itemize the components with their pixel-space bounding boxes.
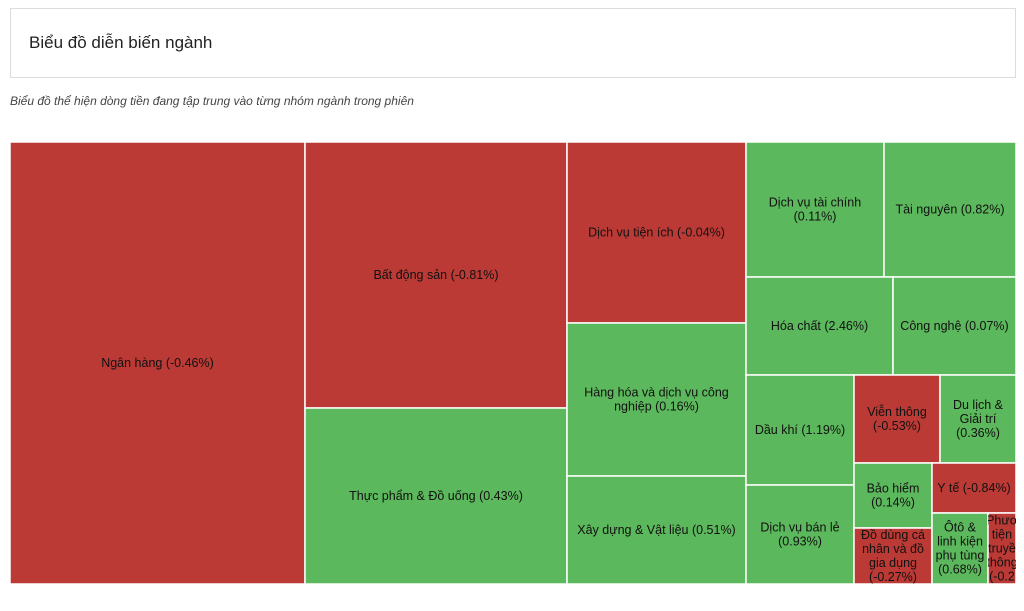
tile-do-dung-ca-nhan-va-do-gia-dung[interactable]: Đồ dùng cá nhân và đồ gia dụng (-0.27%) [853, 527, 933, 585]
tile-rect-bat-dong-san[interactable] [304, 141, 568, 409]
tile-thuc-pham-do-uong[interactable]: Thực phẩm & Đồ uống (0.43%) [304, 407, 568, 585]
tile-label-cong-nghe: Công nghệ (0.07%) [900, 319, 1008, 333]
tile-rect-bao-hiem[interactable] [853, 462, 933, 529]
tile-label-thuc-pham-do-uong: Thực phẩm & Đồ uống (0.43%) [349, 489, 523, 503]
tile-rect-dich-vu-tien-ich[interactable] [566, 141, 747, 324]
tile-vien-thong[interactable]: Viễn thông (-0.53%) [853, 374, 941, 464]
tile-rect-do-dung-ca-nhan-va-do-gia-dung[interactable] [853, 527, 933, 585]
tile-dau-khi[interactable]: Dầu khí (1.19%) [745, 374, 855, 486]
tile-label-dich-vu-tai-chinh: Dịch vụ tài chính (0.11%) [769, 196, 861, 224]
tile-rect-cong-nghe[interactable] [892, 276, 1017, 376]
tile-phuong-tien-truyen-thong[interactable]: Phươ tiện truyề thông (-0.2 [986, 512, 1018, 585]
tile-label-dau-khi: Dầu khí (1.19%) [755, 423, 845, 437]
tile-oto-linh-kien-phu-tung[interactable]: Ôtô & linh kiện phụ tùng (0.68%) [931, 512, 989, 585]
tile-rect-phuong-tien-truyen-thong[interactable] [987, 512, 1017, 585]
tile-rect-hang-hoa-va-dich-vu-cong-nghiep[interactable] [566, 322, 747, 477]
tile-hang-hoa-va-dich-vu-cong-nghiep[interactable]: Hàng hóa và dịch vụ công nghiệp (0.16%) [566, 322, 747, 477]
tile-bat-dong-san[interactable]: Bất động sản (-0.81%) [304, 141, 568, 409]
tile-label-bao-hiem: Bảo hiểm (0.14%) [867, 482, 920, 510]
tile-rect-tai-nguyen[interactable] [883, 141, 1017, 278]
tile-label-vien-thong: Viễn thông (-0.53%) [867, 404, 927, 433]
tile-tai-nguyen[interactable]: Tài nguyên (0.82%) [883, 141, 1017, 278]
tile-rect-du-lich-giai-tri[interactable] [939, 374, 1017, 464]
tile-label-xay-dung-vat-lieu: Xây dựng & Vật liệu (0.51%) [577, 523, 735, 537]
chart-header: Biểu đồ diễn biến ngành [10, 8, 1016, 78]
tile-dich-vu-tien-ich[interactable]: Dịch vụ tiện ích (-0.04%) [566, 141, 747, 324]
tile-label-du-lich-giai-tri: Du lịch & Giải trí (0.36%) [953, 398, 1004, 440]
tile-rect-dau-khi[interactable] [745, 374, 855, 486]
tile-rect-hoa-chat[interactable] [745, 276, 894, 376]
tile-label-bat-dong-san: Bất động sản (-0.81%) [373, 268, 498, 282]
tile-label-phuong-tien-truyen-thong: Phươ tiện truyề thông (-0.2 [986, 514, 1018, 584]
chart-title: Biểu đồ diễn biến ngành [29, 33, 213, 52]
tile-bao-hiem[interactable]: Bảo hiểm (0.14%) [853, 462, 933, 529]
tile-dich-vu-ban-le[interactable]: Dịch vụ bán lẻ (0.93%) [745, 484, 855, 585]
tile-label-tai-nguyen: Tài nguyên (0.82%) [895, 203, 1004, 217]
tile-label-oto-linh-kien-phu-tung: Ôtô & linh kiện phụ tùng (0.68%) [936, 520, 985, 577]
tile-xay-dung-vat-lieu[interactable]: Xây dựng & Vật liệu (0.51%) [566, 475, 747, 585]
tile-label-dich-vu-ban-le: Dịch vụ bán lẻ (0.93%) [760, 521, 839, 549]
tile-rect-xay-dung-vat-lieu[interactable] [566, 475, 747, 585]
tile-dich-vu-tai-chinh[interactable]: Dịch vụ tài chính (0.11%) [745, 141, 885, 278]
tile-rect-vien-thong[interactable] [853, 374, 941, 464]
tile-hoa-chat[interactable]: Hóa chất (2.46%) [745, 276, 894, 376]
tile-label-hoa-chat: Hóa chất (2.46%) [771, 319, 868, 333]
tile-ngan-hang[interactable]: Ngân hàng (-0.46%) [9, 141, 306, 585]
tile-label-ngan-hang: Ngân hàng (-0.46%) [101, 356, 214, 370]
tile-rect-y-te[interactable] [931, 462, 1017, 514]
tile-y-te[interactable]: Y tế (-0.84%) [931, 462, 1017, 514]
tile-cong-nghe[interactable]: Công nghệ (0.07%) [892, 276, 1017, 376]
tile-rect-dich-vu-ban-le[interactable] [745, 484, 855, 585]
tile-label-dich-vu-tien-ich: Dịch vụ tiện ích (-0.04%) [588, 226, 725, 240]
tile-du-lich-giai-tri[interactable]: Du lịch & Giải trí (0.36%) [939, 374, 1017, 464]
chart-subtitle: Biểu đồ thể hiện dòng tiền đang tập trun… [10, 94, 414, 108]
tile-rect-dich-vu-tai-chinh[interactable] [745, 141, 885, 278]
tile-label-hang-hoa-va-dich-vu-cong-nghiep: Hàng hóa và dịch vụ công nghiệp (0.16%) [584, 386, 729, 414]
tile-label-y-te: Y tế (-0.84%) [937, 481, 1010, 495]
tile-label-do-dung-ca-nhan-va-do-gia-dung: Đồ dùng cá nhân và đồ gia dụng (-0.27%) [861, 528, 925, 584]
tile-rect-thuc-pham-do-uong[interactable] [304, 407, 568, 585]
